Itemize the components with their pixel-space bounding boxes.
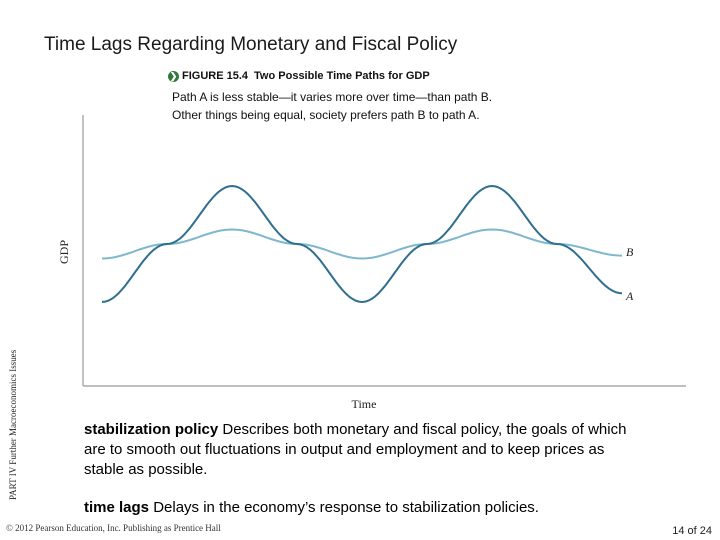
series-a-line xyxy=(101,184,623,304)
copyright-notice: © 2012 Pearson Education, Inc. Publishin… xyxy=(6,523,221,533)
definition-term: time lags xyxy=(84,499,150,516)
figure-description-line-2: Other things being equal, society prefer… xyxy=(172,108,480,122)
figure-caption: ❯ FIGURE 15.4 Two Possible Time Paths fo… xyxy=(168,70,430,82)
definition-term: stabilization policy xyxy=(84,421,219,438)
slide-title: Time Lags Regarding Monetary and Fiscal … xyxy=(44,34,458,55)
series-b-line xyxy=(101,228,623,260)
figure-description: Path A is less stable—it varies more ove… xyxy=(172,88,492,124)
x-axis-label: Time xyxy=(352,397,377,411)
figure-label: FIGURE 15.4 xyxy=(182,70,249,82)
series-b-label: B xyxy=(626,245,634,259)
y-axis-label: GDP xyxy=(57,240,71,264)
figure-bullet-icon: ❯ xyxy=(168,70,179,82)
series-a-label: A xyxy=(625,289,634,303)
definition-text: Delays in the economy’s response to stab… xyxy=(153,499,539,516)
definition-text: Describes both monetary and fiscal polic… xyxy=(84,421,627,478)
definition-stabilization-policy: stabilization policy Describes both mone… xyxy=(84,420,644,480)
figure-description-line-1: Path A is less stable—it varies more ove… xyxy=(172,90,493,104)
figure-caption-text: Two Possible Time Paths for GDP xyxy=(254,70,430,82)
definition-time-lags: time lags Delays in the economy’s respon… xyxy=(84,498,684,518)
page-number: 14 of 24 xyxy=(672,525,712,537)
